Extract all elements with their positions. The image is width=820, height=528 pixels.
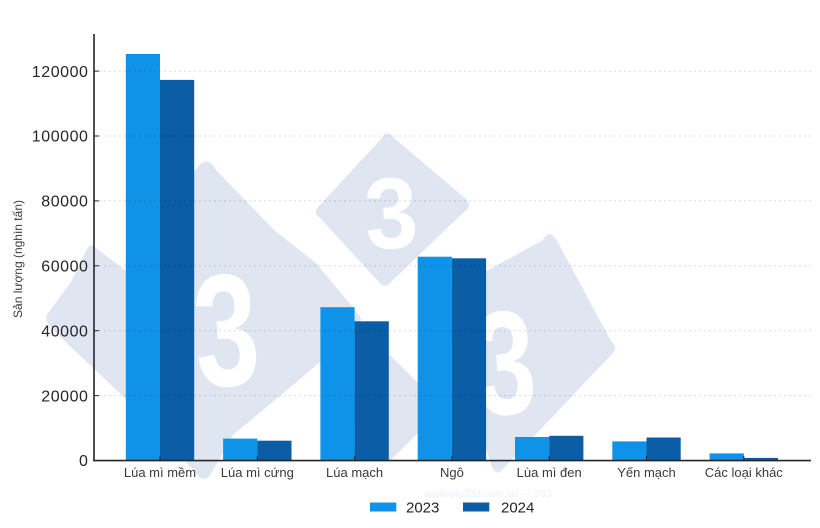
svg-text:120000: 120000: [32, 64, 89, 81]
svg-text:Lúa mì cứng: Lúa mì cứng: [221, 465, 294, 480]
svg-text:100000: 100000: [32, 129, 89, 146]
svg-text:Yến mạch: Yến mạch: [617, 465, 676, 480]
svg-text:2024: 2024: [501, 500, 534, 517]
svg-text:Các loại khác: Các loại khác: [705, 465, 784, 480]
svg-text:3: 3: [362, 155, 421, 271]
svg-text:Lúa mạch: Lúa mạch: [326, 465, 383, 480]
svg-text:www.pig333.com.vn — 333: www.pig333.com.vn — 333: [423, 488, 551, 500]
svg-text:2023: 2023: [406, 500, 439, 517]
svg-text:Lùa mì đen: Lùa mì đen: [517, 465, 582, 480]
svg-text:0: 0: [79, 453, 88, 470]
svg-text:60000: 60000: [41, 259, 88, 276]
svg-text:Sản lượng (nghìn tấn): Sản lượng (nghìn tấn): [11, 200, 25, 318]
svg-text:20000: 20000: [41, 388, 88, 405]
svg-text:Ngô: Ngô: [440, 465, 464, 480]
svg-text:80000: 80000: [41, 194, 88, 211]
svg-text:3: 3: [188, 238, 265, 422]
svg-text:Lúa mì mềm: Lúa mì mềm: [124, 465, 196, 480]
svg-text:40000: 40000: [41, 323, 88, 340]
